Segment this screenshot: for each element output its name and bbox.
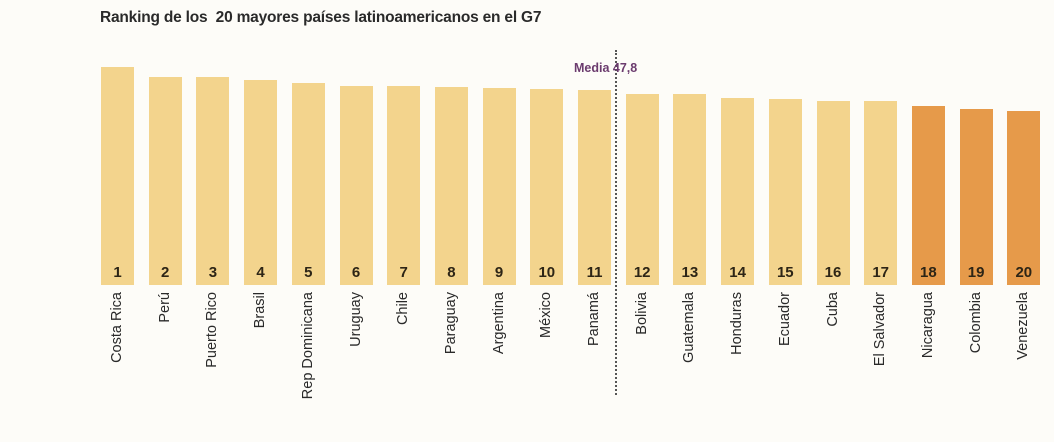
- bar: 2: [148, 77, 182, 285]
- x-axis-label: Paraguay: [442, 292, 459, 355]
- bar-rank-label: 12: [633, 264, 651, 281]
- bar: 5: [291, 83, 325, 285]
- bar-rank-label: 14: [729, 264, 746, 281]
- x-axis-label: Puerto Rico: [204, 292, 221, 368]
- x-axis-label: Uruguay: [347, 292, 364, 347]
- bar: 10: [530, 89, 564, 285]
- bar-rank-label: 18: [920, 264, 937, 281]
- bar: 6: [339, 86, 373, 285]
- bar-rank-label: 13: [681, 264, 699, 281]
- bar: 11: [578, 89, 611, 285]
- x-axis-label: Costa Rica: [109, 292, 125, 363]
- bar: 14: [721, 97, 755, 285]
- bar-rank-label: 15: [776, 264, 794, 281]
- bar-rank-label: 8: [447, 264, 456, 281]
- bar: 7: [387, 86, 421, 285]
- bar-rank-label: 7: [399, 264, 408, 281]
- x-axis-label: Chile: [395, 292, 412, 326]
- bar-rank-label: 4: [256, 264, 265, 281]
- bar-rank-label: 20: [1015, 264, 1033, 281]
- bar-rank-label: 6: [351, 264, 361, 281]
- bar: 1: [101, 67, 134, 285]
- x-axis-label: Rep Dominicana: [299, 292, 316, 400]
- bar: 3: [196, 77, 230, 285]
- x-axis-label: México: [538, 292, 555, 338]
- bar: 4: [244, 80, 278, 285]
- chart-title: Ranking de los 20 mayores países latinoa…: [100, 9, 542, 26]
- bar: 12: [625, 94, 659, 285]
- bar-rank-label: 9: [494, 264, 504, 281]
- bar: 18: [911, 105, 945, 285]
- x-axis-label: Venezuela: [1015, 292, 1032, 360]
- x-axis-label: Perú: [156, 292, 173, 323]
- bar-rank-label: 10: [538, 264, 556, 281]
- x-axis-label: Bolivia: [633, 292, 650, 335]
- bar: 13: [673, 94, 707, 285]
- mean-label: Media 47,8: [574, 61, 638, 75]
- bar: 19: [959, 108, 993, 285]
- x-axis-label: Nicaragua: [919, 292, 936, 359]
- x-axis-label: Honduras: [729, 292, 746, 355]
- x-axis-label: Brasil: [252, 292, 269, 329]
- bar: 15: [768, 99, 802, 285]
- bar: 8: [434, 86, 468, 285]
- bar-rank-label: 1: [113, 264, 122, 281]
- x-axis-label: Ecuador: [776, 292, 793, 347]
- bar-rank-label: 3: [208, 264, 218, 281]
- bar-rank-label: 16: [824, 264, 842, 281]
- x-axis-label: El Salvador: [872, 292, 889, 367]
- x-axis-label: Cuba: [824, 292, 841, 327]
- bar: 9: [482, 88, 516, 285]
- mean-reference-line: [615, 50, 617, 395]
- x-axis-label: Panamá: [586, 292, 602, 347]
- x-axis-label: Colombia: [967, 292, 984, 354]
- bar-rank-label: 2: [161, 264, 170, 281]
- bar-rank-label: 19: [967, 264, 985, 281]
- x-axis-label: Guatemala: [681, 292, 698, 363]
- x-axis-label: Argentina: [490, 292, 507, 355]
- bar-rank-label: 5: [304, 264, 313, 281]
- bar-rank-label: 17: [872, 264, 890, 281]
- bar: 20: [1007, 111, 1041, 285]
- bar-rank-label: 11: [586, 264, 603, 281]
- bar: 17: [864, 100, 898, 285]
- bar: 16: [816, 100, 850, 285]
